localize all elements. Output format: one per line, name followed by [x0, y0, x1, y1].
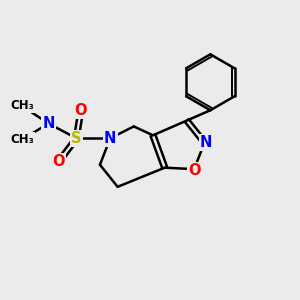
Text: O: O [75, 103, 87, 118]
Text: CH₃: CH₃ [10, 99, 34, 112]
Text: N: N [200, 135, 212, 150]
Text: O: O [188, 163, 200, 178]
Text: CH₃: CH₃ [10, 133, 34, 146]
Text: N: N [42, 116, 55, 131]
Text: O: O [52, 154, 65, 169]
Text: S: S [71, 131, 82, 146]
Text: N: N [104, 131, 116, 146]
